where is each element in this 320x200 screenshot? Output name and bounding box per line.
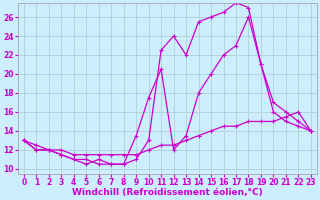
X-axis label: Windchill (Refroidissement éolien,°C): Windchill (Refroidissement éolien,°C) [72, 188, 263, 197]
